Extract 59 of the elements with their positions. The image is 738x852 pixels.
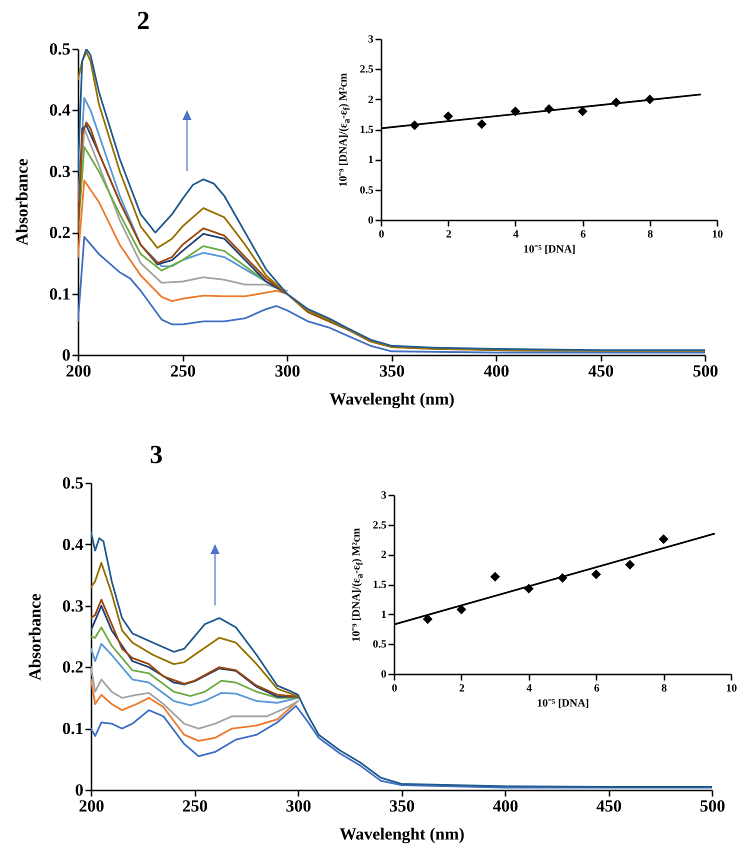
x-tick-label: 350 bbox=[379, 362, 405, 380]
y-tick-label: 1.5 bbox=[360, 124, 374, 136]
x-tick-label: 2 bbox=[446, 228, 452, 240]
y-tick-label: 0 bbox=[62, 346, 70, 364]
x-tick-label: 350 bbox=[389, 796, 415, 816]
y-axis-title: Absorbance bbox=[12, 158, 32, 246]
y-tick-label: 0 bbox=[75, 780, 84, 800]
y-tick-label: 0.4 bbox=[62, 534, 84, 554]
chart-title: 3 bbox=[150, 440, 163, 469]
y-tick-label: 2.5 bbox=[372, 519, 387, 532]
chart-title: 2 bbox=[136, 6, 150, 35]
y-tick-label: 1.5 bbox=[372, 579, 387, 591]
x-tick-label: 250 bbox=[170, 362, 196, 380]
x-tick-label: 4 bbox=[526, 682, 533, 694]
x-tick-label: 6 bbox=[594, 682, 600, 694]
y-tick-label: 0.5 bbox=[372, 638, 387, 651]
x-tick-label: 450 bbox=[588, 362, 614, 380]
x-axis-title: Wavelenght (nm) bbox=[329, 390, 455, 408]
x-tick-label: 500 bbox=[700, 796, 726, 816]
y-tick-label: 0.5 bbox=[49, 40, 70, 58]
x-tick-label: 250 bbox=[182, 796, 208, 816]
x-tick-label: 6 bbox=[580, 228, 586, 240]
x-tick-label: 200 bbox=[66, 362, 92, 380]
y-tick-label: 0.1 bbox=[49, 284, 70, 304]
x-tick-label: 10 bbox=[726, 682, 738, 694]
x-tick-label: 8 bbox=[648, 228, 654, 240]
y-tick-label: 0 bbox=[368, 214, 374, 226]
x-axis-title: Wavelenght (nm) bbox=[339, 824, 465, 844]
x-tick-label: 300 bbox=[286, 796, 312, 816]
y-tick-label: 3 bbox=[381, 490, 387, 502]
x-tick-label: 450 bbox=[596, 796, 622, 816]
x-tick-label: 0 bbox=[392, 682, 398, 694]
x-tick-label: 4 bbox=[513, 228, 520, 240]
y-tick-label: 0.3 bbox=[62, 596, 84, 616]
y-axis-title: Absorbance bbox=[26, 593, 44, 680]
y-tick-label: 2.5 bbox=[360, 64, 374, 76]
x-axis-title: 10⁻⁵ [DNA] bbox=[536, 698, 590, 710]
y-tick-label: 0.5 bbox=[62, 474, 84, 492]
y-tick-label: 0.1 bbox=[62, 719, 84, 738]
x-tick-label: 400 bbox=[484, 362, 510, 380]
y-tick-label: 3 bbox=[368, 34, 374, 46]
y-tick-label: 0.2 bbox=[62, 658, 84, 677]
y-tick-label: 2 bbox=[381, 549, 387, 562]
x-tick-label: 200 bbox=[78, 796, 104, 816]
y-tick-label: 0.4 bbox=[49, 100, 71, 120]
y-tick-label: 0.2 bbox=[49, 223, 70, 242]
x-axis-title: 10⁻⁵ [DNA] bbox=[523, 244, 576, 256]
x-tick-label: 500 bbox=[692, 362, 718, 380]
y-tick-label: 1 bbox=[381, 608, 386, 621]
x-tick-label: 2 bbox=[459, 682, 466, 694]
y-tick-label: 0.3 bbox=[49, 162, 70, 181]
x-tick-label: 10 bbox=[712, 228, 724, 240]
y-tick-label: 2 bbox=[368, 94, 374, 106]
y-tick-label: 0 bbox=[381, 668, 387, 680]
x-tick-label: 400 bbox=[492, 796, 518, 816]
x-tick-label: 8 bbox=[661, 682, 668, 694]
y-tick-label: 0.5 bbox=[360, 184, 374, 196]
y-tick-label: 1 bbox=[368, 154, 374, 166]
x-tick-label: 300 bbox=[274, 362, 300, 380]
